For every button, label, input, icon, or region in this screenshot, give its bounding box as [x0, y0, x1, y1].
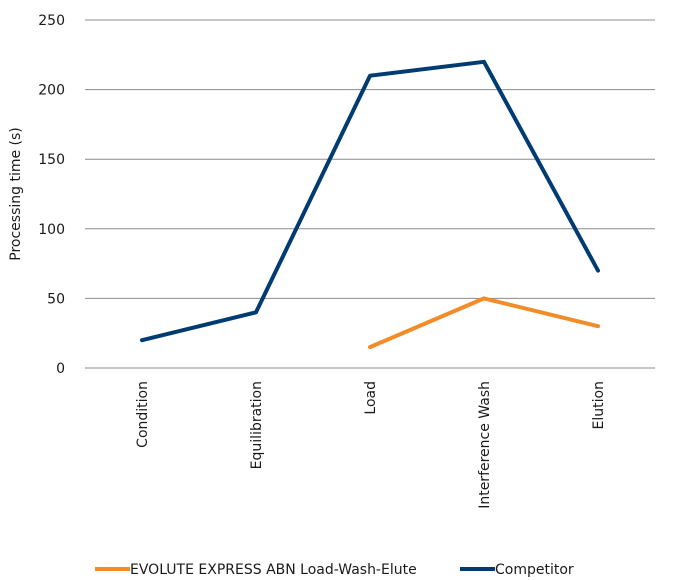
- series-line-2: [140, 59, 600, 343]
- x-tick-label: Interference Wash: [477, 381, 493, 509]
- y-tick-label: 0: [56, 361, 65, 377]
- x-tick-label: Load: [363, 381, 379, 415]
- y-tick-label: 150: [38, 152, 65, 168]
- y-tick-label: 250: [38, 13, 65, 29]
- legend: EVOLUTE EXPRESS ABN Load-Wash-Elute Compe…: [95, 562, 574, 578]
- gridlines: [85, 19, 655, 369]
- series-line-1: [368, 296, 600, 350]
- y-tick-labels: 0 50 100 150 200 250: [38, 13, 65, 377]
- y-tick-label: 50: [47, 291, 65, 307]
- x-tick-labels: Condition Equilibration Load Interference W…: [135, 381, 607, 509]
- y-axis-title: Processing time (s): [8, 127, 24, 261]
- series-lines: [140, 59, 600, 350]
- y-tick-label: 100: [38, 222, 65, 238]
- x-tick-label: Equilibration: [249, 381, 265, 469]
- legend-label-1: EVOLUTE EXPRESS ABN Load-Wash-Elute: [130, 562, 417, 578]
- y-tick-label: 200: [38, 83, 65, 99]
- x-tick-label: Condition: [135, 381, 151, 448]
- x-tick-label: Elution: [591, 381, 607, 429]
- legend-label-2: Competitor: [495, 562, 574, 578]
